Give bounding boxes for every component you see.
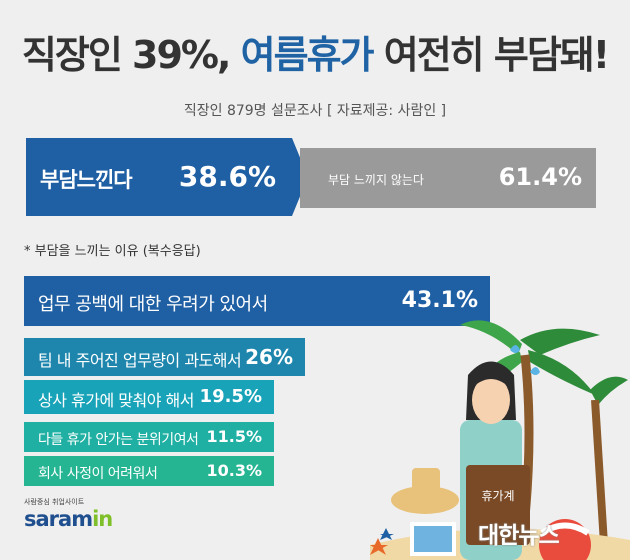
saramin-logo: 사람중심 취업사이트 saramin — [24, 497, 113, 531]
logo-name-accent: in — [92, 507, 113, 531]
reason-bar-label: 회사 사정이 어려워서 — [38, 466, 158, 482]
title-part2: 여전히 부담돼! — [383, 33, 610, 77]
reason-bar-label: 업무 공백에 대한 우려가 있어서 — [38, 294, 268, 315]
page-title: 직장인 39%, 여름휴가 여전히 부담돼! — [0, 24, 630, 79]
reason-bar: 회사 사정이 어려워서 10.3% — [24, 456, 274, 486]
survey-subtitle: 직장인 879명 설문조사 [ 자료제공: 사람인 ] — [183, 103, 447, 119]
logo-name: saramin — [24, 507, 113, 531]
reason-bar: 업무 공백에 대한 우려가 있어서 43.1% — [24, 276, 490, 326]
title-highlight: 여름휴가 — [240, 33, 375, 77]
reason-bar-label: 다들 휴가 안가는 분위기여서 — [38, 432, 199, 448]
watermark-logo: 대한뉴스 — [478, 523, 560, 549]
reason-bar-value: 11.5% — [206, 427, 262, 446]
reason-bar: 상사 휴가에 맞춰야 해서 19.5% — [24, 380, 274, 414]
reason-bar: 팀 내 주어진 업무량이 과도해서 26% — [24, 338, 305, 376]
reason-bar-value: 10.3% — [206, 461, 262, 480]
reason-bar-value: 26% — [245, 345, 293, 369]
reason-bar-label: 팀 내 주어진 업무량이 과도해서 — [38, 351, 242, 370]
burden-yes-bar: 부담느낀다 38.6% — [26, 138, 292, 216]
suitcase-label: 휴가계 — [481, 489, 514, 503]
reason-bar: 다들 휴가 안가는 분위기여서 11.5% — [24, 422, 274, 452]
burden-no-bar: 부담 느끼지 않는다 61.4% — [300, 148, 596, 208]
logo-tagline: 사람중심 취업사이트 — [24, 498, 85, 506]
reason-bar-label: 상사 휴가에 맞춰야 해서 — [38, 391, 194, 410]
reason-bar-value: 43.1% — [401, 288, 478, 313]
burden-yes-label: 부담느낀다 — [40, 168, 133, 192]
burden-no-label: 부담 느끼지 않는다 — [328, 173, 424, 187]
reason-bar-value: 19.5% — [199, 386, 262, 407]
logo-name-main: saram — [24, 507, 93, 531]
burden-no-value: 61.4% — [498, 163, 582, 191]
reasons-title: * 부담을 느끼는 이유 (복수응답) — [24, 244, 201, 259]
title-part1: 직장인 39%, — [21, 33, 232, 77]
burden-yes-value: 38.6% — [178, 160, 276, 193]
vacation-illustration: 휴가계 — [370, 320, 630, 560]
